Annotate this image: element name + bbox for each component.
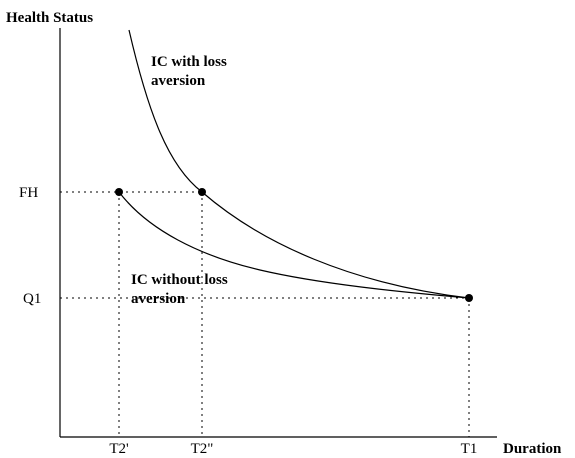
ic-with-loss-label-line2: aversion xyxy=(151,73,206,89)
x-tick-t2-double-prime: T2" xyxy=(191,441,214,457)
y-tick-fh: FH xyxy=(19,185,38,201)
ic-without-loss-label-line2: aversion xyxy=(131,291,186,307)
point-t2-prime-fh xyxy=(115,188,123,196)
x-axis-title: Duration xyxy=(503,441,562,457)
ic-without-loss-label-line1: IC without loss xyxy=(131,272,228,288)
ic-without-loss-aversion-curve xyxy=(118,191,470,299)
x-tick-t1: T1 xyxy=(461,441,478,457)
point-t2-double-prime-fh xyxy=(198,188,206,196)
ic-with-loss-aversion-curve xyxy=(128,29,470,299)
x-tick-t2-prime: T2' xyxy=(109,441,129,457)
y-tick-q1: Q1 xyxy=(23,291,41,307)
ic-with-loss-label-line1: IC with loss xyxy=(151,54,227,70)
y-axis-title: Health Status xyxy=(6,10,93,26)
point-t1-q1 xyxy=(465,294,473,302)
